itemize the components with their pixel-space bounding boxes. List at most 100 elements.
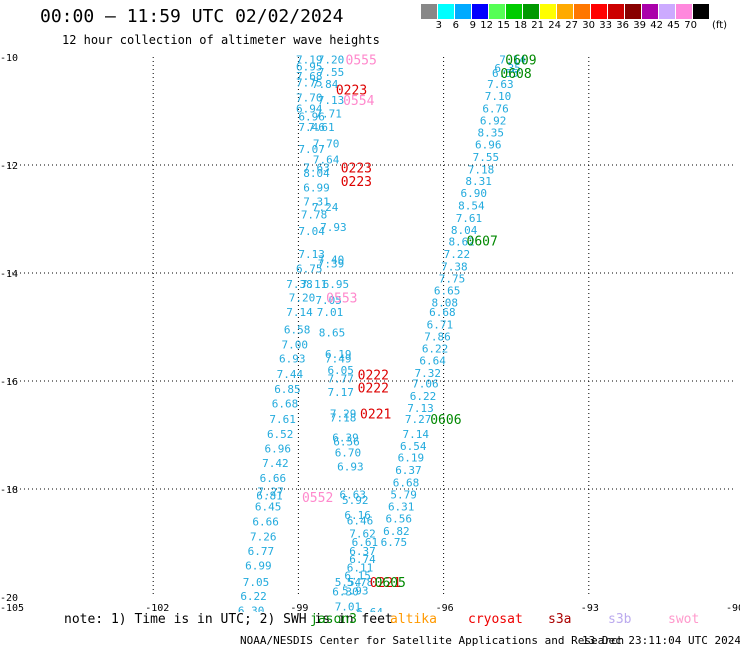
wave-height-value: 7.14 <box>286 306 313 319</box>
wave-height-value: 7.19 <box>296 54 323 67</box>
color-scale-label: 45 <box>667 20 680 31</box>
wave-height-value: 7.55 <box>318 66 345 79</box>
wave-height-value: 7.14 <box>499 54 526 67</box>
color-scale-label: 30 <box>582 20 595 31</box>
wave-height-value: 6.31 <box>388 500 415 513</box>
color-scale-label: 6 <box>452 20 459 31</box>
wave-height-value: 7.55 <box>473 151 500 164</box>
wave-height-value: 7.64 <box>313 154 340 167</box>
wave-height-value: 7.93 <box>320 221 347 234</box>
wave-height-value: 6.71 <box>427 318 454 331</box>
wave-height-value: 6.99 <box>245 560 272 573</box>
wave-height-value: 6.68 <box>393 477 420 490</box>
pass-label-cryosat: 0223 <box>341 175 372 190</box>
color-swatch <box>574 4 591 19</box>
color-scale-label: 9 <box>469 20 476 31</box>
wave-height-value: 7.61 <box>269 413 296 426</box>
color-swatch <box>506 4 523 19</box>
wave-height-value: 7.10 <box>485 90 512 103</box>
legend-cryosat: cryosat <box>468 612 523 627</box>
wave-height-value: 6.65 <box>434 284 461 297</box>
color-scale-swatch: 36 <box>608 4 629 31</box>
wave-height-value: 7.49 <box>325 352 352 365</box>
wave-height-value: 7.11 <box>301 278 328 291</box>
wave-height-value: 7.14 <box>402 428 429 441</box>
y-tick-label: -16 <box>0 377 18 388</box>
wave-height-value: 6.96 <box>475 138 502 151</box>
wave-height-value: 7.05 <box>243 576 269 589</box>
color-scale-swatch: 70 <box>676 4 697 31</box>
wave-height-value: 7.05 <box>315 294 342 307</box>
color-swatch <box>523 4 540 19</box>
wave-height-value: 5.79 <box>390 488 417 501</box>
color-scale-swatch: 3 <box>421 4 442 31</box>
pass-label-jason3: 0609 <box>505 54 536 69</box>
color-swatch <box>625 4 642 19</box>
pass-label-jason3: 0607 <box>467 235 498 250</box>
wave-height-value: 7.18 <box>468 163 495 176</box>
wave-height-value: 6.61 <box>352 536 379 549</box>
pass-label-swot: 0552 <box>302 491 333 506</box>
page-title: 00:00 – 11:59 UTC 02/02/2024 <box>40 6 344 27</box>
color-scale-label: 24 <box>548 20 561 31</box>
wave-height-value: 5.78 <box>347 576 374 589</box>
pass-label-cryosat: 0223 <box>341 162 372 177</box>
wave-height-value: 6.39 <box>332 432 359 445</box>
wave-height-value: 8.35 <box>477 127 504 140</box>
wave-height-value: 6.77 <box>248 545 275 558</box>
wave-height-value: 7.75 <box>439 272 466 285</box>
color-swatch <box>455 4 472 19</box>
wave-height-value: 7.61 <box>456 212 483 225</box>
wave-height-value: 6.22 <box>410 390 437 403</box>
wave-height-value: 7.70 <box>296 92 323 105</box>
legend-jason3: jason3 <box>310 612 357 627</box>
color-scale-label: 39 <box>633 20 646 31</box>
wave-height-value: 6.63 <box>340 488 367 501</box>
pass-label-cryosat: 0221 <box>370 576 401 591</box>
wave-height-value: 7.13 <box>318 94 345 107</box>
color-scale-swatch: 33 <box>591 4 612 31</box>
color-swatch <box>472 4 489 19</box>
wave-height-value: 6.94 <box>296 102 323 115</box>
wave-height-value: 7.38 <box>441 261 468 274</box>
legend-altika: altika <box>390 612 437 627</box>
color-scale-swatch: 45 <box>659 4 680 31</box>
wave-height-value: 7.20 <box>289 291 316 304</box>
wave-height-value: 6.93 <box>279 352 306 365</box>
color-scale-swatch: 39 <box>625 4 646 31</box>
wave-height-value: 7.01 <box>335 601 362 612</box>
wave-height-value: 7.38 <box>286 278 313 291</box>
wave-height-value: 7.27 <box>257 486 284 499</box>
legend-note: note: 1) Time is in UTC; 2) SWH is in fe… <box>64 612 393 627</box>
wave-height-value: 6.52 <box>267 428 294 441</box>
color-scale-label: 42 <box>650 20 663 31</box>
legend-swot: swot <box>668 612 700 627</box>
wave-height-value: 7.77 <box>327 372 354 385</box>
pass-label-swot: 0555 <box>346 54 377 69</box>
color-swatch <box>642 4 659 19</box>
wave-height-value: 6.95 <box>323 278 350 291</box>
pass-label-swot: 0554 <box>343 94 374 109</box>
color-swatch <box>676 4 693 19</box>
wave-height-value: 7.62 <box>349 527 376 540</box>
y-tick-label: -20 <box>0 593 18 604</box>
wave-height-value: 6.90 <box>461 187 488 200</box>
wave-height-value: 6.37 <box>395 464 422 477</box>
pass-label-jason3: 0605 <box>375 576 406 591</box>
wave-height-value: 7.46 <box>298 121 325 134</box>
wave-height-value: 5.92 <box>342 494 369 507</box>
wave-height-value: 7.68 <box>296 70 323 83</box>
wave-height-value: 6.54 <box>400 440 427 453</box>
wave-height-value: 8.65 <box>319 326 346 339</box>
wave-height-chart: -105 -102 -99 -96 -93 -90 -10 -12 -14 -16 -18 -20 7.… <box>0 53 740 612</box>
color-scale-label: 3 <box>435 20 442 31</box>
pass-label-swot: 0553 <box>326 291 357 306</box>
wave-height-value: 8.08 <box>432 297 459 310</box>
wave-height-value: 6.19 <box>325 348 352 361</box>
color-swatch <box>421 4 438 19</box>
color-scale-swatch: 42 <box>642 4 663 31</box>
wave-height-value: 6.96 <box>265 443 292 456</box>
legend-s3a: s3a <box>548 612 572 627</box>
wave-height-value: 8.04 <box>451 224 478 237</box>
wave-height-value: 6.55 <box>492 67 519 80</box>
